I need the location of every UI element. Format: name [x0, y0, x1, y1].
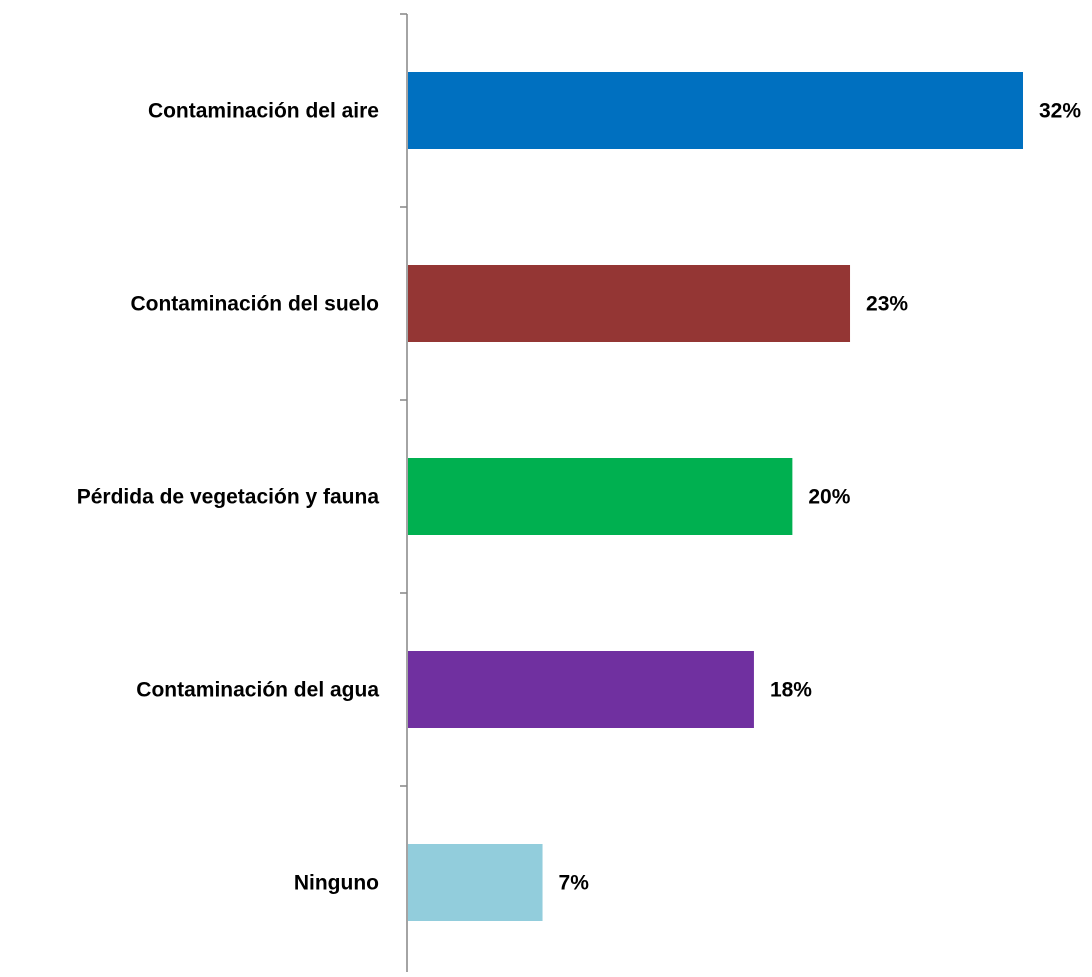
- bars-layer: [408, 72, 1023, 921]
- data-label: 7%: [559, 872, 590, 895]
- labels-layer: Contaminación del aire 32% Contaminación d…: [77, 100, 1082, 895]
- bar: [408, 651, 754, 728]
- bar: [408, 72, 1023, 149]
- bar: [408, 265, 851, 342]
- axis-layer: [400, 13, 408, 977]
- category-label: Ninguno: [294, 872, 379, 895]
- data-label: 18%: [770, 679, 812, 702]
- data-label: 20%: [808, 486, 850, 509]
- category-label: Contaminación del suelo: [130, 293, 379, 316]
- category-label: Contaminación del aire: [148, 100, 379, 123]
- data-label: 32%: [1039, 100, 1081, 123]
- bar: [408, 458, 793, 535]
- category-label: Contaminación del agua: [136, 679, 379, 702]
- data-label: 23%: [866, 293, 908, 316]
- category-label: Pérdida de vegetación y fauna: [77, 486, 380, 509]
- bar: [408, 844, 543, 921]
